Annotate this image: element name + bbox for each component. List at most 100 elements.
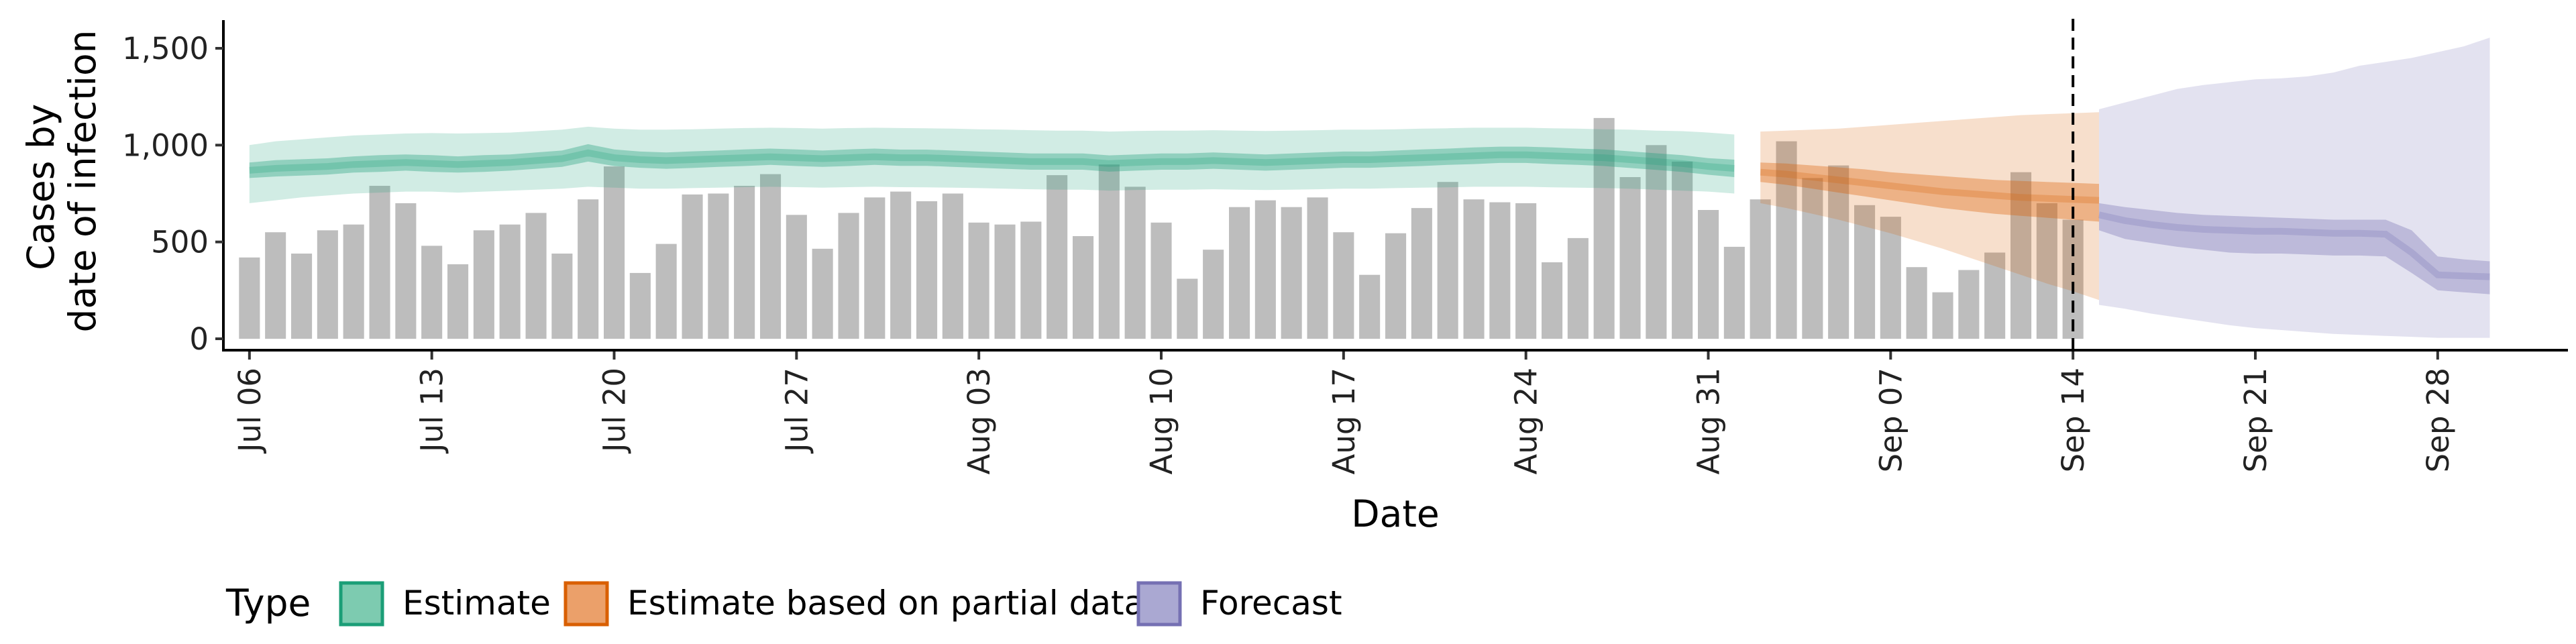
bar [551, 254, 573, 339]
x-tick-label: Aug 31 [1691, 368, 1727, 474]
legend-label: Estimate based on partial data [627, 584, 1144, 623]
bar [1932, 292, 1953, 339]
bar [760, 174, 782, 339]
bar [239, 257, 260, 339]
y-tick-label: 1,000 [122, 127, 209, 163]
bar [1567, 237, 1589, 339]
ribbon-90 [1760, 112, 2099, 301]
ribbon-90 [2099, 38, 2490, 338]
bar [1854, 205, 1876, 339]
bar [317, 230, 338, 339]
bar [1020, 221, 1042, 339]
bar [1437, 182, 1458, 339]
bar [1880, 217, 1901, 339]
legend-label: Forecast [1200, 584, 1342, 623]
legend-key [1136, 581, 1182, 627]
bar [578, 199, 599, 339]
x-tick-label: Sep 28 [2420, 368, 2456, 472]
bar [890, 191, 912, 339]
bar [1619, 177, 1641, 339]
bar [708, 193, 729, 339]
x-tick-label: Aug 10 [1144, 368, 1179, 474]
bar [421, 246, 443, 339]
median-line [1760, 168, 2100, 204]
axes [222, 20, 2568, 352]
ribbon-50 [249, 144, 1735, 178]
bar [942, 193, 963, 339]
x-tick-label: Sep 07 [1873, 368, 1909, 472]
y-tick-label: 1,500 [122, 31, 209, 66]
x-tick-label: Sep 14 [2055, 368, 2091, 472]
x-tick-label: Jul 13 [415, 368, 450, 454]
bar [1776, 141, 1797, 339]
bar [1229, 207, 1250, 339]
y-tick-label: 0 [189, 321, 209, 357]
bar [1177, 278, 1198, 339]
x-tick-label: Sep 21 [2238, 368, 2273, 472]
bar [1098, 164, 1120, 339]
y-tick-label: 500 [151, 225, 209, 260]
ribbon-50 [1760, 162, 2099, 222]
series-estimate [249, 126, 1735, 203]
legend-label: Estimate [402, 584, 551, 623]
bar [1672, 161, 1693, 339]
bar [734, 186, 755, 339]
bar [291, 254, 313, 339]
x-tick-label: Jul 06 [232, 368, 268, 454]
bar [499, 224, 521, 339]
series-partial-estimate [1760, 112, 2100, 301]
bar [1984, 252, 2006, 339]
bar [629, 272, 651, 339]
legend-item: Estimate [339, 581, 551, 627]
y-axis-title-line-2: date of infection [61, 30, 104, 333]
x-tick-label: Aug 17 [1326, 368, 1362, 474]
bar [786, 215, 807, 339]
bar [1281, 207, 1302, 339]
bar [395, 203, 417, 339]
x-axis-title: Date [1351, 492, 1439, 535]
series-forecast [2098, 38, 2490, 338]
bar [968, 222, 989, 339]
bar [525, 213, 547, 339]
bar [343, 224, 364, 339]
bar [1750, 199, 1771, 339]
bar [655, 244, 677, 339]
bar [1698, 210, 1719, 339]
bar [473, 230, 494, 339]
bar [1802, 178, 1823, 339]
bar [1333, 232, 1354, 339]
y-ticks: 0 500 1,000 1,500 [122, 31, 223, 357]
y-axis-title: Cases by date of infection [19, 30, 104, 333]
y-axis-title-line-1: Cases by [19, 104, 62, 270]
legend-key [564, 581, 609, 627]
bar [1542, 262, 1563, 339]
median-line [249, 149, 1735, 174]
bar [1359, 274, 1381, 339]
bar [1828, 165, 1849, 339]
x-ticks: Jul 06 Jul 13 Jul 20 Jul 27 Aug 03 Aug 10 Aug … [232, 352, 2456, 474]
bar [1646, 145, 1667, 339]
bar [1958, 270, 1980, 339]
ribbon-50 [2099, 203, 2490, 294]
x-tick-label: Jul 20 [597, 368, 633, 454]
bar [1723, 246, 1745, 339]
x-tick-label: Jul 27 [779, 368, 814, 454]
bar [2036, 203, 2057, 339]
bar [994, 224, 1016, 339]
x-tick-label: Aug 24 [1509, 368, 1544, 474]
bar [1411, 208, 1432, 339]
bar [1593, 117, 1615, 339]
bar [1073, 236, 1094, 339]
bar [604, 166, 625, 339]
legend-item: Estimate based on partial data [564, 581, 1144, 627]
reported-case-bars [239, 117, 2084, 339]
bar [838, 213, 859, 339]
bar [1489, 202, 1511, 339]
bar [812, 248, 833, 339]
bar [1124, 186, 1146, 339]
bar [369, 186, 390, 339]
bar [864, 197, 885, 339]
bar [2062, 219, 2084, 339]
legend-item: Forecast [1136, 581, 1342, 627]
